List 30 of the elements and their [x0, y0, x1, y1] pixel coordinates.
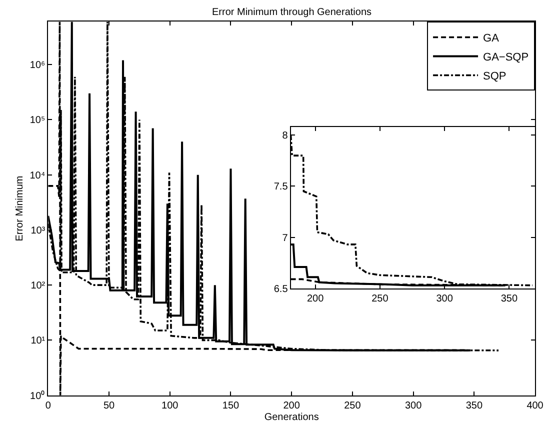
legend-label: GA−SQP: [483, 52, 529, 64]
x-tick-label: 350: [500, 293, 518, 304]
y-tick-label: 7.5: [274, 182, 288, 193]
x-tick-label: 300: [436, 293, 454, 304]
y-tick-label: 10⁵: [30, 115, 46, 126]
y-tick-label: 10⁶: [30, 60, 46, 72]
x-tick-label: 350: [466, 400, 483, 412]
legend-label: GA: [483, 32, 500, 45]
y-tick-label: 10³: [30, 225, 46, 236]
legend-label: SQP: [483, 70, 506, 83]
x-tick-label: 150: [222, 400, 240, 412]
y-tick-label: 6.5: [274, 284, 288, 295]
y-tick-label: 10¹: [30, 336, 46, 347]
x-axis-title: Generations: [264, 412, 319, 423]
x-tick-label: 300: [404, 400, 422, 412]
x-tick-label: 100: [162, 400, 179, 412]
x-tick-label: 400: [526, 400, 544, 412]
y-tick-label: 7: [282, 232, 288, 244]
x-tick-label: 250: [372, 293, 389, 304]
chart-title: Error Minimum through Generations: [212, 7, 372, 18]
y-tick-label: 10⁰: [30, 390, 46, 402]
y-axis-title: Error Minimum: [14, 176, 26, 242]
y-tick-label: 8: [282, 130, 288, 142]
x-tick-label: 200: [306, 293, 324, 304]
x-tick-label: 0: [45, 400, 52, 412]
x-tick-label: 250: [344, 400, 362, 412]
y-tick-label: 10²: [30, 280, 46, 292]
x-tick-label: 200: [283, 400, 300, 412]
y-tick-label: 10⁴: [30, 170, 46, 182]
x-tick-label: 50: [103, 400, 116, 412]
